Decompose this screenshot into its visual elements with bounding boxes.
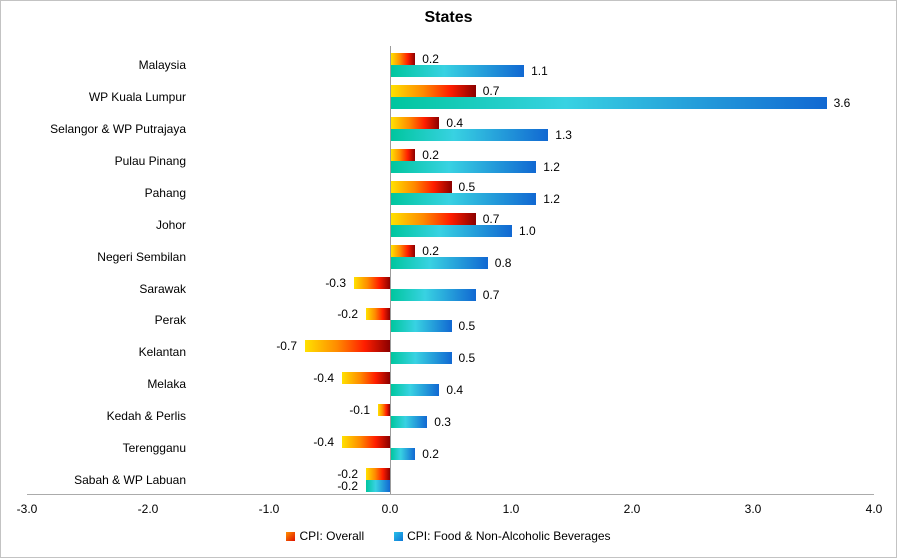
cpi-food-bar <box>391 97 827 109</box>
bar-value-label: 0.5 <box>458 319 476 333</box>
category-label: Terengganu <box>122 441 186 455</box>
cpi-food-bar <box>391 161 536 173</box>
cpi-food-bar <box>391 65 524 77</box>
cpi-food-bar <box>366 480 390 492</box>
bar-value-label: 0.8 <box>494 256 512 270</box>
chart-title: States <box>424 9 473 26</box>
legend: CPI: Overall CPI: Food & Non-Alcoholic B… <box>1 529 896 543</box>
bar-value-label: 1.3 <box>555 128 572 142</box>
bar-value-label: 0.2 <box>422 52 439 66</box>
bar-value-label: -0.1 <box>349 403 370 417</box>
x-tick-label: 4.0 <box>865 502 883 516</box>
cpi-overall-bar <box>305 340 390 352</box>
cpi-overall-bar <box>391 181 452 193</box>
category-label: Kedah & Perlis <box>106 409 186 423</box>
x-tick-label: -2.0 <box>137 502 159 516</box>
cpi-overall-bar <box>391 149 415 161</box>
cpi-overall-bar <box>342 436 390 448</box>
x-tick-label: 1.0 <box>502 502 520 516</box>
cpi-food-bar <box>391 257 488 269</box>
bar-value-label: -0.2 <box>337 479 358 493</box>
bar-value-label: 0.2 <box>422 244 439 258</box>
bar-value-label: 3.6 <box>833 96 851 110</box>
legend-item-cpi-food: CPI: Food & Non-Alcoholic Beverages <box>394 529 611 543</box>
category-label: Perak <box>154 313 186 327</box>
bar-value-label: 0.5 <box>458 351 476 365</box>
bar-value-label: -0.4 <box>313 371 334 385</box>
x-tick-label: -1.0 <box>258 502 280 516</box>
legend-label-cpi-overall: CPI: Overall <box>299 529 365 543</box>
bar-value-label: 0.4 <box>446 116 464 130</box>
bar-value-label: 0.4 <box>446 383 464 397</box>
bar-value-label: -0.7 <box>276 339 297 353</box>
cpi-food-bar <box>391 448 415 460</box>
category-label: Johor <box>155 218 186 232</box>
cpi-food-marker-icon <box>394 531 404 541</box>
bar-value-label: 1.0 <box>519 224 536 238</box>
x-tick-label: 3.0 <box>744 502 762 516</box>
bar-value-label: -0.4 <box>313 435 334 449</box>
bar-value-label: 0.7 <box>482 212 500 226</box>
cpi-food-bar <box>391 129 548 141</box>
cpi-overall-bar <box>366 308 390 320</box>
cpi-overall-bar <box>391 213 476 225</box>
bar-value-label: 0.5 <box>458 180 476 194</box>
category-label: Melaka <box>147 377 186 391</box>
cpi-food-bar <box>391 193 536 205</box>
x-tick-label: 2.0 <box>623 502 641 516</box>
category-label: Pahang <box>144 186 186 200</box>
x-tick-label: -3.0 <box>16 502 38 516</box>
bar-value-label: 0.2 <box>422 447 439 461</box>
bar-value-label: 0.7 <box>482 84 500 98</box>
x-tick-label: 0.0 <box>381 502 399 516</box>
cpi-overall-bar <box>391 245 415 257</box>
category-label: Kelantan <box>138 345 186 359</box>
cpi-food-bar <box>391 352 452 364</box>
cpi-overall-bar <box>378 404 390 416</box>
bar-value-label: 1.2 <box>543 160 560 174</box>
category-label: Sabah & WP Labuan <box>74 473 186 487</box>
x-axis-line <box>27 494 874 495</box>
cpi-overall-bar <box>354 277 390 289</box>
category-label: Malaysia <box>138 58 186 72</box>
bar-value-label: 1.2 <box>543 192 560 206</box>
cpi-food-bar <box>391 225 512 237</box>
bar-value-label: 0.3 <box>434 415 451 429</box>
cpi-overall-bar <box>342 372 390 384</box>
bar-value-label: -0.3 <box>325 276 346 290</box>
cpi-food-bar <box>391 289 476 301</box>
bar-value-label: 0.7 <box>482 288 500 302</box>
bar-value-label: 1.1 <box>531 64 548 78</box>
category-label: WP Kuala Lumpur <box>88 90 186 104</box>
cpi-food-bar <box>391 320 452 332</box>
legend-item-cpi-overall: CPI: Overall <box>286 529 364 543</box>
cpi-overall-bar <box>391 53 415 65</box>
bar-value-label: -0.2 <box>337 307 358 321</box>
zero-axis-line <box>390 46 391 494</box>
cpi-overall-bar <box>391 85 476 97</box>
cpi-overall-marker-icon <box>286 531 296 541</box>
cpi-overall-bar <box>391 117 439 129</box>
category-label: Selangor & WP Putrajaya <box>50 122 186 136</box>
bar-value-label: 0.2 <box>422 148 439 162</box>
category-label: Negeri Sembilan <box>97 250 186 264</box>
bar-value-label: -0.2 <box>337 467 358 481</box>
category-label: Sarawak <box>139 282 186 296</box>
cpi-overall-bar <box>366 468 390 480</box>
cpi-food-bar <box>391 384 439 396</box>
category-label: Pulau Pinang <box>114 154 186 168</box>
legend-label-cpi-food: CPI: Food & Non-Alcoholic Beverages <box>407 529 611 543</box>
cpi-food-bar <box>391 416 427 428</box>
